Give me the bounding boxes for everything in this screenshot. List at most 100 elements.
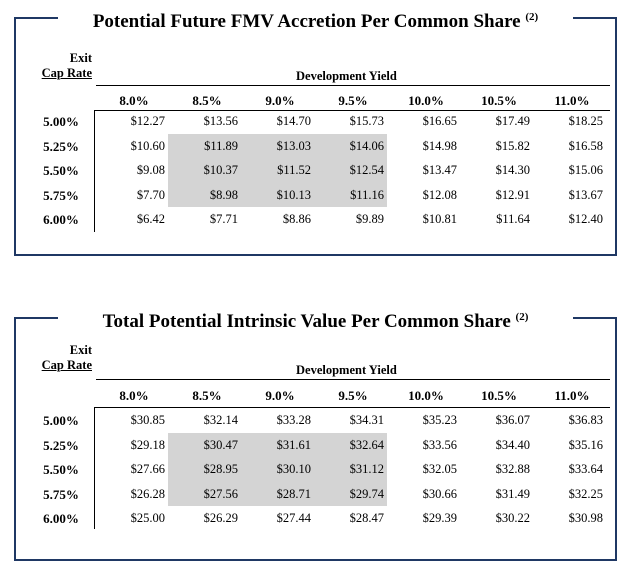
table-cell: $33.28 xyxy=(276,413,311,427)
table-cell: $35.16 xyxy=(568,437,603,452)
table-cell: $10.37 xyxy=(203,163,238,177)
header-rule xyxy=(96,379,610,380)
table-cell: $9.08 xyxy=(136,163,165,177)
highlight-block xyxy=(168,432,387,506)
table-cell: $34.40 xyxy=(495,437,530,452)
column-header: 8.0% xyxy=(119,93,149,108)
highlight-block xyxy=(168,133,387,207)
table-cell: $14.70 xyxy=(276,114,311,128)
panel-frame-right xyxy=(573,17,617,19)
table-cell: $12.91 xyxy=(495,187,530,202)
table-cell: $12.54 xyxy=(349,163,384,177)
row-header: 5.50% xyxy=(43,163,79,178)
table-cell: $30.22 xyxy=(495,511,530,525)
table-cell: $11.64 xyxy=(496,212,530,226)
table-cell: $26.28 xyxy=(130,486,165,501)
header-rule xyxy=(96,85,610,86)
table-cell: $30.10 xyxy=(276,462,311,476)
column-header: 9.5% xyxy=(338,388,368,403)
table-cell: $10.60 xyxy=(130,138,165,153)
exit-cap-rate-label: Exit Cap Rate xyxy=(16,343,92,373)
table-cell: $28.95 xyxy=(203,462,238,476)
table-cell: $13.47 xyxy=(422,163,457,177)
table-cell: $27.66 xyxy=(130,462,165,476)
table-cell: $36.07 xyxy=(495,413,530,427)
table-cell: $33.64 xyxy=(568,462,603,476)
row-header: 5.25% xyxy=(43,138,79,154)
table-cell: $32.64 xyxy=(349,437,384,452)
table-cell: $12.08 xyxy=(422,187,457,202)
column-header: 10.0% xyxy=(408,93,444,108)
table-cell: $27.44 xyxy=(276,511,311,525)
row-header: 5.00% xyxy=(43,114,79,129)
row-header: 6.00% xyxy=(43,511,79,526)
table-cell: $15.06 xyxy=(568,163,603,177)
grid-left-rule xyxy=(94,407,95,529)
table-cell: $28.71 xyxy=(276,486,311,501)
panel-title: Potential Future FMV Accretion Per Commo… xyxy=(16,4,615,35)
grid-left-rule xyxy=(94,110,95,232)
table-cell: $31.49 xyxy=(495,486,530,501)
table-cell: $15.82 xyxy=(495,138,530,153)
table-cell: $16.65 xyxy=(422,114,457,128)
intrinsic-value-panel: Total Potential Intrinsic Value Per Comm… xyxy=(14,311,617,561)
row-header: 5.75% xyxy=(43,187,79,203)
table-cell: $30.66 xyxy=(422,486,457,501)
panel-title: Total Potential Intrinsic Value Per Comm… xyxy=(16,304,615,335)
exit-label-line1: Exit xyxy=(69,343,92,357)
grid-top-rule xyxy=(94,407,610,408)
table-cell: $14.30 xyxy=(495,163,530,177)
table-cell: $26.29 xyxy=(203,511,238,525)
exit-label-line2: Cap Rate xyxy=(41,66,92,80)
column-header: 9.5% xyxy=(338,93,368,108)
column-header: 10.5% xyxy=(481,388,517,403)
table-cell: $35.23 xyxy=(422,413,457,427)
table-cell: $11.89 xyxy=(204,138,238,153)
table-cell: $30.85 xyxy=(130,413,165,427)
table-cell: $11.52 xyxy=(277,163,311,177)
footnote-marker: (2) xyxy=(515,311,529,323)
table-cell: $30.47 xyxy=(203,437,238,452)
table-cell: $32.25 xyxy=(568,486,603,501)
column-header: 11.0% xyxy=(554,388,590,403)
table-cell: $15.73 xyxy=(349,114,384,128)
column-header: 9.0% xyxy=(265,93,295,108)
column-header: 8.5% xyxy=(192,388,222,403)
table-cell: $13.03 xyxy=(276,138,311,153)
table-cell: $14.98 xyxy=(422,138,457,153)
table-cell: $28.47 xyxy=(349,511,384,525)
panel-frame-left xyxy=(14,317,58,319)
table-cell: $36.83 xyxy=(568,413,603,427)
table-cell: $16.58 xyxy=(568,138,603,153)
row-header: 5.75% xyxy=(43,486,79,502)
table-cell: $17.49 xyxy=(495,114,530,128)
table-cell: $32.14 xyxy=(203,413,238,427)
table-cell: $7.71 xyxy=(209,212,238,226)
column-header: 10.5% xyxy=(481,93,517,108)
title-text: Potential Future FMV Accretion Per Commo… xyxy=(92,11,521,32)
row-header: 5.25% xyxy=(43,437,79,453)
column-header: 8.5% xyxy=(192,93,222,108)
column-header: 9.0% xyxy=(265,388,295,403)
fmv-accretion-panel: Potential Future FMV Accretion Per Commo… xyxy=(14,11,617,256)
table-cell: $12.27 xyxy=(130,114,165,128)
panel-frame-right xyxy=(573,317,617,319)
table-cell: $29.74 xyxy=(349,486,384,501)
row-header: 6.00% xyxy=(43,212,79,227)
table-cell: $18.25 xyxy=(568,114,603,128)
table-cell: $8.86 xyxy=(282,212,311,226)
table-cell: $27.56 xyxy=(203,486,238,501)
row-header: 5.00% xyxy=(43,413,79,428)
table-cell: $29.39 xyxy=(422,511,457,525)
table-cell: $31.12 xyxy=(349,462,384,476)
table-cell: $11.16 xyxy=(350,187,384,202)
grid-top-rule xyxy=(94,110,610,111)
table-cell: $6.42 xyxy=(136,212,165,226)
table-cell: $13.56 xyxy=(203,114,238,128)
panel-frame-left xyxy=(14,17,58,19)
table-cell: $30.98 xyxy=(568,511,603,525)
table-cell: $34.31 xyxy=(349,413,384,427)
table-cell: $10.81 xyxy=(422,212,457,226)
footnote-marker: (2) xyxy=(525,11,539,23)
table-cell: $7.70 xyxy=(136,187,165,202)
